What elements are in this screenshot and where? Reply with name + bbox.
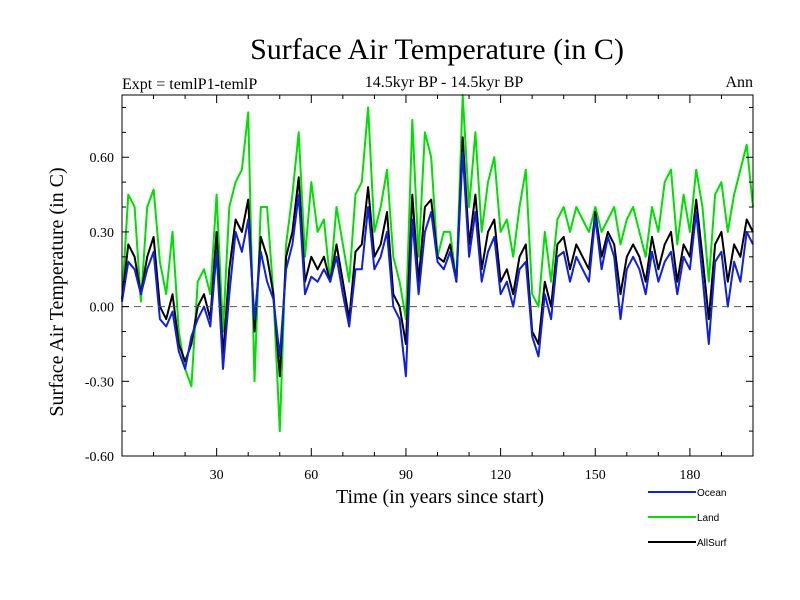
chart-title: Surface Air Temperature (in C) xyxy=(250,33,624,66)
x-axis-label: Time (in years since start) xyxy=(336,486,544,508)
legend-label-ocean: Ocean xyxy=(697,488,726,499)
series-line-ocean xyxy=(121,151,754,378)
series-layer xyxy=(121,94,754,433)
x-tick-label: 150 xyxy=(585,468,606,483)
y-tick-label: 0.00 xyxy=(90,301,115,316)
y-axis-label: Surface Air Temperature (in C) xyxy=(46,167,68,416)
chart-subtitle: 14.5kyr BP - 14.5kyr BP xyxy=(365,74,524,91)
plot-area: -0.60 -0.30 0.00 0.30 0.60 30 60 90 120 150 180 xyxy=(85,94,754,483)
legend-label-allsurf: AllSurf xyxy=(697,538,727,549)
x-tick-label: 60 xyxy=(304,468,318,483)
y-tick-label: -0.30 xyxy=(85,375,114,390)
y-tick-label: -0.60 xyxy=(85,450,114,465)
x-tick-label: 180 xyxy=(679,468,700,483)
x-tick-label: 30 xyxy=(210,468,224,483)
legend: Ocean Land AllSurf xyxy=(648,488,727,549)
ticks-layer: -0.60 -0.30 0.00 0.30 0.60 30 60 90 120 150 180 xyxy=(85,95,753,483)
x-tick-label: 120 xyxy=(490,468,511,483)
y-tick-label: 0.60 xyxy=(90,151,115,166)
plot-frame xyxy=(121,94,754,457)
x-tick-label: 90 xyxy=(399,468,413,483)
experiment-label: Expt = temlP1-temlP xyxy=(122,76,257,93)
legend-label-land: Land xyxy=(697,513,719,524)
y-tick-label: 0.30 xyxy=(90,226,115,241)
period-label: Ann xyxy=(725,74,753,91)
